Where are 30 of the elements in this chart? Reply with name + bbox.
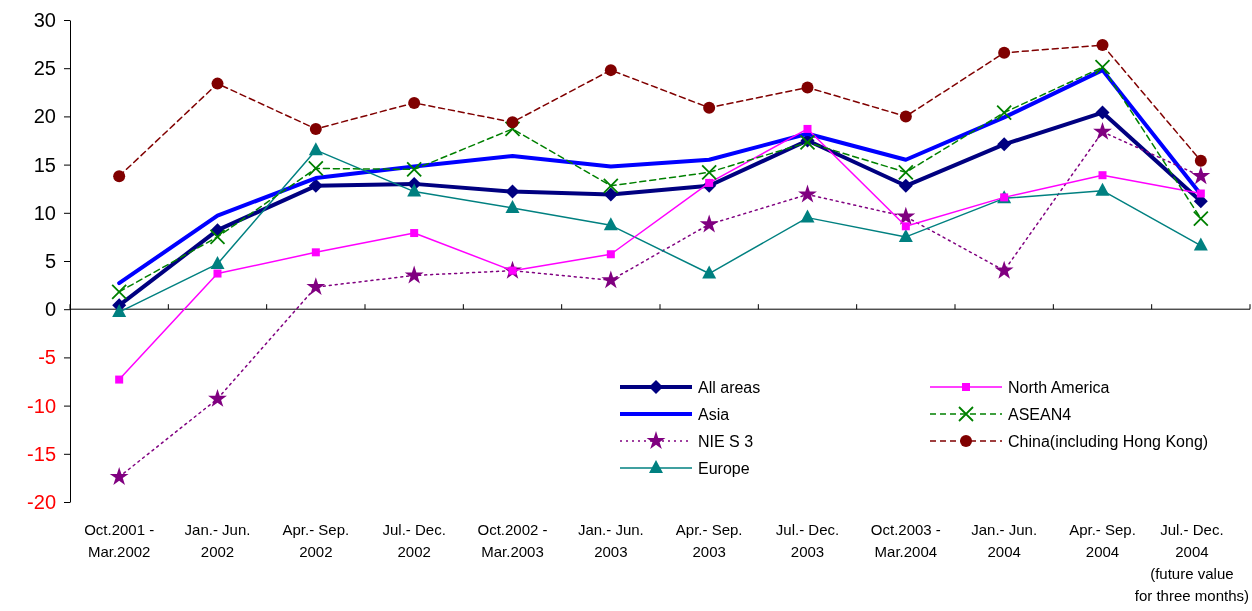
x-tick-label: Apr.- Sep. 2003 [675, 521, 743, 560]
y-tick-label: -15 [27, 442, 56, 465]
x-tick-label: Jul.- Dec. 2002 [382, 521, 446, 560]
x-tick-label: Apr.- Sep. 2002 [282, 521, 350, 560]
x-tick-label: Jan.- Jun. 2004 [971, 521, 1038, 560]
legend-label: ASEAN4 [1008, 406, 1072, 423]
x-tick-label: Apr.- Sep. 2004 [1069, 521, 1136, 560]
legend-label: China(including Hong Kong) [1008, 433, 1209, 450]
y-tick-label: 10 [33, 201, 56, 224]
legend-label: All areas [698, 379, 761, 396]
x-tick-label: Jul.- Dec. 2004 (future value for three months) [1134, 521, 1249, 604]
legend-label: Asia [698, 406, 730, 423]
y-tick-label: -10 [27, 394, 56, 417]
y-tick-label: 15 [33, 153, 56, 176]
legend-label: Europe [698, 460, 750, 477]
y-tick-label: 0 [44, 298, 56, 321]
y-tick-label: -20 [27, 490, 56, 513]
x-tick-label: Jan.- Jun. 2002 [184, 521, 251, 560]
legend-label: NIE S 3 [698, 433, 754, 450]
x-tick-label: Oct.2001 - Mar.2002 [84, 521, 155, 560]
y-tick-label: -5 [38, 346, 56, 369]
x-tick-label: Oct.2003 - Mar.2004 [870, 521, 941, 560]
x-tick-label: Oct.2002 - Mar.2003 [477, 521, 548, 560]
y-tick-label: 25 [33, 57, 56, 80]
x-tick-label: Jul.- Dec. 2003 [775, 521, 840, 560]
x-tick-label: Jan.- Jun. 2003 [577, 521, 644, 560]
y-tick-label: 5 [44, 249, 56, 272]
legend-label: North America [1008, 379, 1110, 396]
y-tick-label: 30 [33, 8, 56, 31]
y-tick-label: 20 [33, 105, 56, 128]
